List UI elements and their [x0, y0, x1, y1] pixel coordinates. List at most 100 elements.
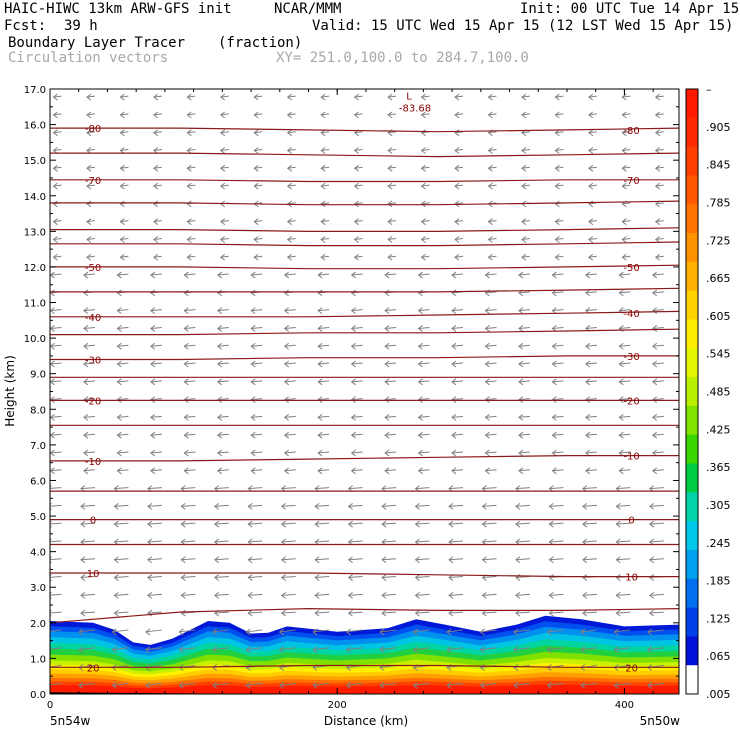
- circulation-vector: [183, 396, 196, 404]
- circulation-vector: [621, 111, 631, 119]
- y-tick-label: 6.0: [30, 476, 46, 487]
- circulation-vector: [654, 182, 664, 190]
- circulation-vector: [113, 502, 129, 510]
- circulation-vector: [50, 665, 62, 668]
- circulation-vector: [420, 253, 430, 261]
- circulation-vector: [484, 467, 497, 475]
- contour-label: -40: [85, 313, 101, 324]
- circulation-vector: [86, 111, 96, 119]
- circulation-vector: [521, 236, 530, 243]
- circulation-vector: [417, 414, 430, 421]
- circulation-vector: [350, 431, 363, 439]
- circulation-vector: [454, 93, 464, 101]
- circulation-vector: [116, 414, 129, 421]
- circulation-vector: [621, 164, 631, 172]
- circulation-vector: [116, 378, 129, 386]
- circulation-vector: [487, 182, 497, 190]
- circulation-vector: [245, 646, 263, 654]
- colorbar-swatch: [686, 175, 698, 205]
- temperature-contour: [50, 328, 679, 336]
- circulation-vector: [216, 307, 229, 315]
- circulation-vector: [513, 681, 530, 689]
- circulation-vector: [384, 307, 397, 315]
- circulation-vector: [317, 414, 330, 421]
- circulation-vector: [451, 342, 464, 350]
- circulation-vector: [420, 236, 430, 243]
- circulation-vector: [384, 325, 397, 332]
- circulation-vector: [347, 520, 363, 528]
- circulation-vector: [250, 467, 263, 475]
- circulation-vector: [111, 646, 129, 654]
- circulation-vector: [314, 574, 330, 581]
- circulation-vector: [253, 93, 263, 101]
- circulation-vector: [320, 164, 330, 172]
- circulation-vector: [654, 129, 664, 137]
- circulation-vector: [654, 147, 664, 154]
- circulation-vector: [219, 93, 229, 101]
- circulation-vector: [515, 502, 530, 510]
- circulation-vector: [280, 520, 296, 528]
- circulation-vector: [145, 628, 162, 636]
- circulation-vector: [621, 182, 631, 190]
- circulation-vector: [554, 236, 564, 243]
- circulation-vector: [613, 681, 631, 689]
- temperature-contour: [50, 200, 679, 206]
- x-left-endpoint: 5n54w: [50, 714, 91, 728]
- circulation-vector: [417, 431, 430, 439]
- circulation-vector: [621, 93, 631, 101]
- colorbar-label: .425: [706, 423, 731, 436]
- circulation-vector: [379, 628, 397, 636]
- circulation-vector: [80, 556, 95, 564]
- circulation-vector: [648, 609, 664, 617]
- contour-label: -70: [623, 176, 639, 187]
- circulation-vector: [518, 431, 530, 439]
- circulation-vector: [320, 147, 330, 154]
- circulation-vector: [111, 628, 129, 636]
- circulation-vector: [518, 307, 530, 315]
- circulation-vector: [546, 646, 564, 654]
- circulation-vector: [353, 164, 363, 172]
- circulation-vector: [582, 520, 597, 528]
- circulation-vector: [213, 502, 229, 510]
- circulation-vector: [451, 431, 464, 439]
- circulation-vector: [50, 647, 62, 650]
- circulation-vector: [521, 182, 530, 190]
- colorbar-label: .245: [706, 537, 731, 550]
- circulation-vector: [513, 646, 530, 654]
- y-tick-label: 12.0: [24, 263, 46, 274]
- circulation-vector: [420, 200, 430, 208]
- circulation-vector: [417, 467, 430, 475]
- circulation-vector: [213, 574, 229, 581]
- circulation-vector: [216, 431, 229, 439]
- circulation-vector: [147, 556, 162, 564]
- circulation-vector: [253, 182, 263, 190]
- temperature-contour: [50, 572, 679, 578]
- colorbar-label: .845: [706, 159, 731, 172]
- circulation-vector: [381, 609, 397, 617]
- circulation-vector: [147, 609, 162, 617]
- circulation-vector: [350, 378, 363, 386]
- x-tick-label: 200: [328, 700, 347, 711]
- circulation-vector: [651, 431, 664, 439]
- circulation-vector: [186, 111, 196, 119]
- circulation-vector: [521, 218, 530, 226]
- circulation-vector: [387, 164, 397, 172]
- circulation-vector: [80, 609, 95, 617]
- circulation-vector: [651, 360, 664, 368]
- circulation-vector: [150, 360, 162, 368]
- circulation-vector: [116, 307, 129, 315]
- circulation-vector: [145, 681, 162, 689]
- circulation-vector: [178, 628, 196, 636]
- circulation-vector: [280, 609, 296, 617]
- temperature-contour: [50, 664, 679, 668]
- circulation-vector: [353, 253, 363, 261]
- colorbar-label: .305: [706, 499, 731, 512]
- circulation-vector: [350, 342, 363, 350]
- circulation-vector: [384, 342, 397, 350]
- circulation-vector: [654, 218, 664, 226]
- circulation-vector: [314, 520, 330, 528]
- circulation-vector: [116, 396, 129, 404]
- y-tick-label: 4.0: [30, 548, 46, 559]
- y-tick-label: 14.0: [24, 192, 46, 203]
- x-axis-title: Distance (km): [324, 714, 408, 728]
